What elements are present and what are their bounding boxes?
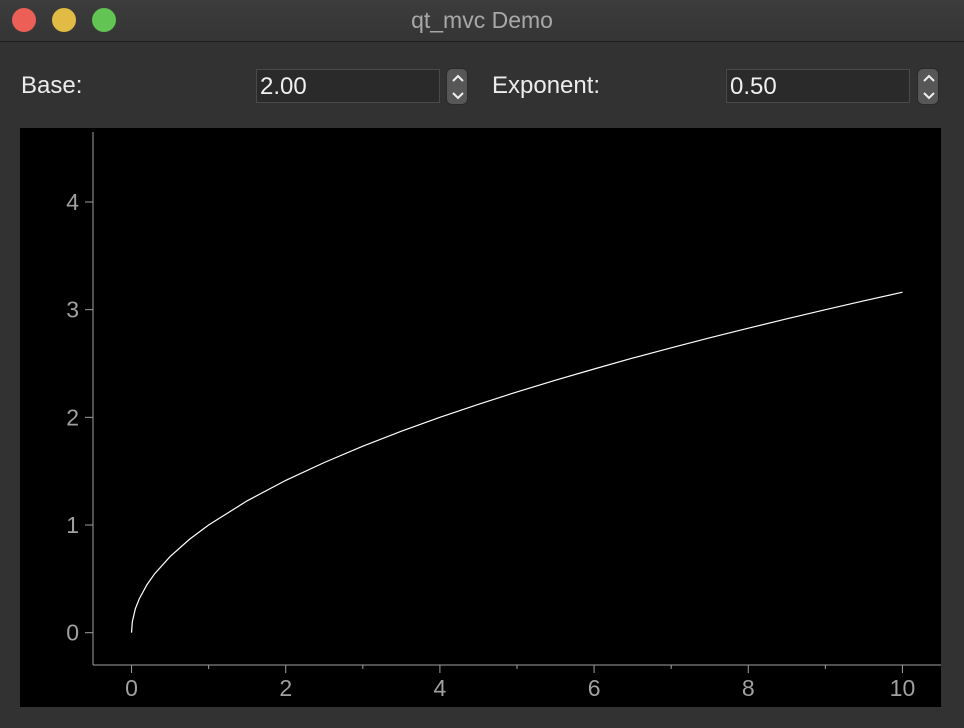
series-line-0 [130, 291, 903, 633]
base-spinbox-field[interactable]: 2.00 [256, 69, 440, 103]
base-spinbox-stepper[interactable] [446, 68, 468, 105]
y-tick-label: 4 [66, 189, 79, 215]
window-title: qt_mvc Demo [411, 7, 553, 33]
x-tick-label: 0 [125, 675, 138, 701]
line-chart[interactable]: 0 2 4 6 8 10 0 1 2 3 4 [20, 128, 941, 707]
exponent-label: Exponent: [492, 72, 601, 99]
close-window-button[interactable] [12, 8, 36, 32]
title-bar[interactable]: qt_mvc Demo [0, 0, 964, 42]
x-tick-label: 2 [279, 675, 292, 701]
x-tick-label: 8 [742, 675, 755, 701]
chevron-up-icon[interactable] [918, 70, 940, 88]
chevron-down-icon[interactable] [447, 87, 469, 105]
plot-area[interactable]: 0 2 4 6 8 10 0 1 2 3 4 [20, 128, 941, 707]
minimize-window-button[interactable] [52, 8, 76, 32]
x-tick-label: 6 [588, 675, 601, 701]
exponent-spinbox-stepper[interactable] [917, 68, 939, 105]
maximize-window-button[interactable] [92, 8, 116, 32]
chevron-up-icon[interactable] [447, 70, 469, 88]
exponent-spinbox-field[interactable]: 0.50 [726, 69, 910, 103]
y-tick-label: 2 [66, 404, 79, 430]
x-tick-label: 10 [890, 675, 916, 701]
x-tick-label: 4 [434, 675, 447, 701]
y-tick-label: 0 [66, 620, 79, 646]
base-label: Base: [21, 72, 83, 99]
chevron-down-icon[interactable] [918, 87, 940, 105]
y-tick-label: 1 [66, 512, 79, 538]
y-tick-label: 3 [66, 297, 79, 323]
